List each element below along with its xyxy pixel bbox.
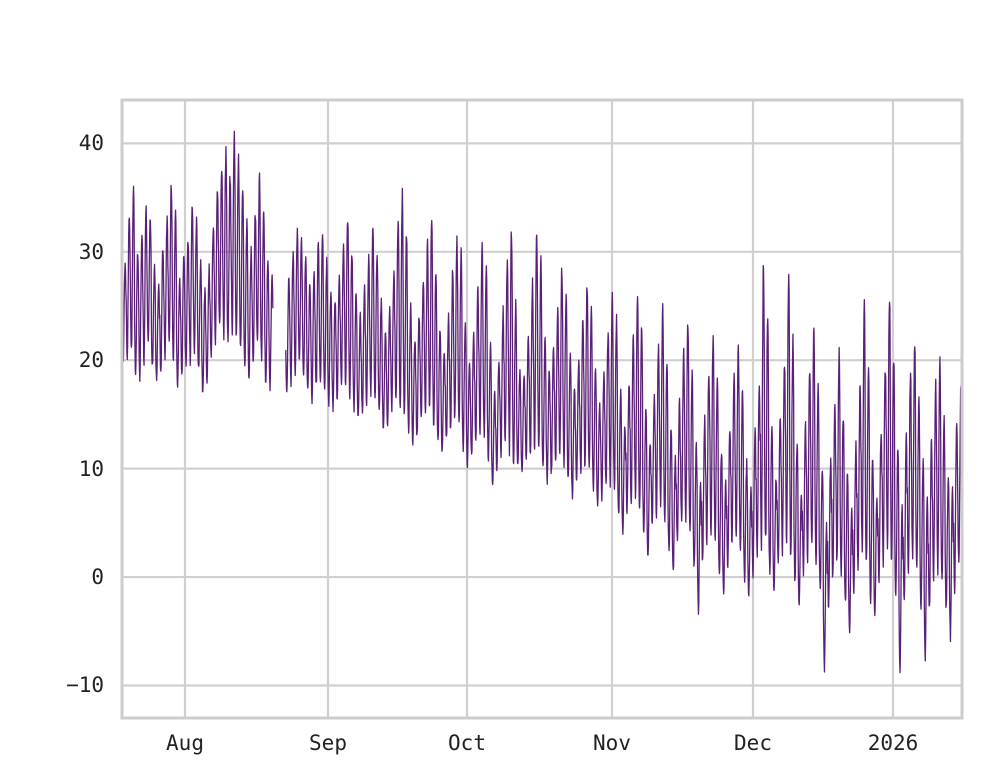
y-axis-tick-label: 30 xyxy=(78,239,104,264)
y-axis-tick-label: 20 xyxy=(78,348,104,373)
mask-bottom xyxy=(0,718,981,782)
plot-border xyxy=(120,98,964,720)
x-axis-tick-label: 2026 xyxy=(867,731,919,755)
x-axis-tick-label: Dec xyxy=(734,731,772,755)
series-path xyxy=(285,187,963,674)
y-axis-tick-label: 40 xyxy=(78,131,104,156)
y-axis-tick-label: −10 xyxy=(66,673,104,698)
mask-right xyxy=(962,0,981,782)
series-path xyxy=(121,130,274,393)
mask-left xyxy=(0,0,122,782)
mask-top xyxy=(0,0,981,100)
y-axis-tick-label: 0 xyxy=(91,565,104,590)
x-axis-tick-label: Nov xyxy=(593,731,631,755)
data-series-line xyxy=(121,130,963,674)
y-axis-tick-label: 10 xyxy=(78,456,104,481)
x-axis-tick-label: Oct xyxy=(448,731,486,755)
x-axis-tick-label: Aug xyxy=(166,731,204,755)
x-axis-tick-label: Sep xyxy=(309,731,347,755)
